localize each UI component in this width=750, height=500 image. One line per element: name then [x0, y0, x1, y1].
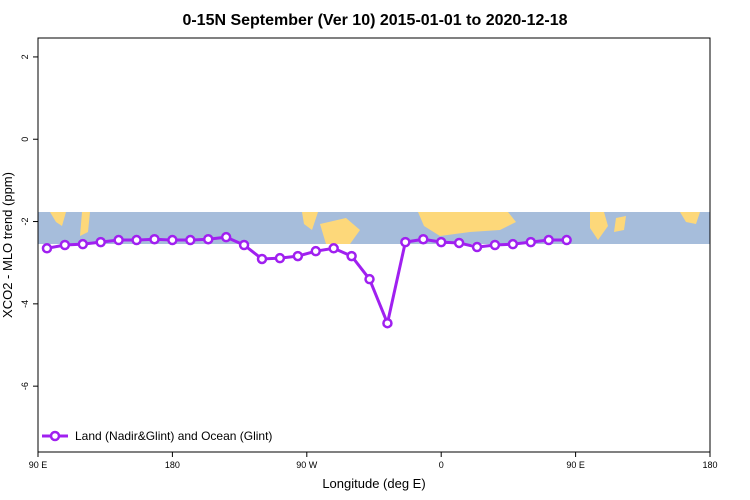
y-axis-label: XCO2 - MLO trend (ppm) — [0, 172, 15, 318]
data-point — [274, 252, 286, 264]
data-point — [202, 233, 214, 245]
series-line — [46, 235, 567, 329]
plot-frame — [37, 37, 711, 453]
y-tick-label: -4 — [20, 300, 30, 308]
legend-label: Land (Nadir&Glint) and Ocean (Glint) — [75, 429, 272, 443]
data-point — [525, 236, 537, 248]
data-point — [77, 238, 89, 250]
legend-marker — [49, 430, 61, 442]
data-point — [435, 236, 447, 248]
data-point — [256, 253, 268, 265]
data-point — [453, 237, 465, 249]
data-point — [220, 231, 232, 243]
x-axis-label: Longitude (deg E) — [322, 476, 425, 491]
x-tick-label: 180 — [165, 460, 180, 470]
data-point — [59, 239, 71, 251]
data-point — [185, 234, 196, 246]
x-tick-label: 90 E — [29, 460, 48, 470]
data-point — [113, 234, 124, 246]
x-tick-label: 180 — [702, 460, 717, 470]
data-point — [149, 233, 160, 245]
data-point — [41, 243, 53, 254]
data-point — [346, 250, 357, 262]
data-point — [382, 317, 393, 329]
data-point — [131, 234, 142, 246]
y-tick-label: -6 — [20, 382, 30, 390]
data-point — [543, 234, 554, 246]
y-tick-label: 0 — [20, 137, 30, 142]
data-point — [328, 243, 339, 254]
data-point — [238, 239, 250, 251]
data-point — [400, 236, 411, 248]
data-point — [310, 245, 322, 257]
data-point — [471, 241, 483, 253]
data-point — [561, 234, 572, 246]
data-point — [507, 238, 519, 250]
data-point — [489, 239, 501, 251]
data-point — [167, 234, 178, 246]
x-tick-label: 90 E — [566, 460, 585, 470]
x-tick-label: 90 W — [296, 460, 318, 470]
y-tick-label: -2 — [20, 218, 30, 226]
chart-title: 0-15N September (Ver 10) 2015-01-01 to 2… — [182, 12, 567, 29]
data-point — [364, 273, 375, 285]
data-point — [95, 236, 106, 248]
data-point — [418, 233, 429, 245]
y-tick-label: 2 — [20, 54, 30, 59]
data-point — [292, 250, 304, 262]
x-tick-label: 0 — [439, 460, 444, 470]
